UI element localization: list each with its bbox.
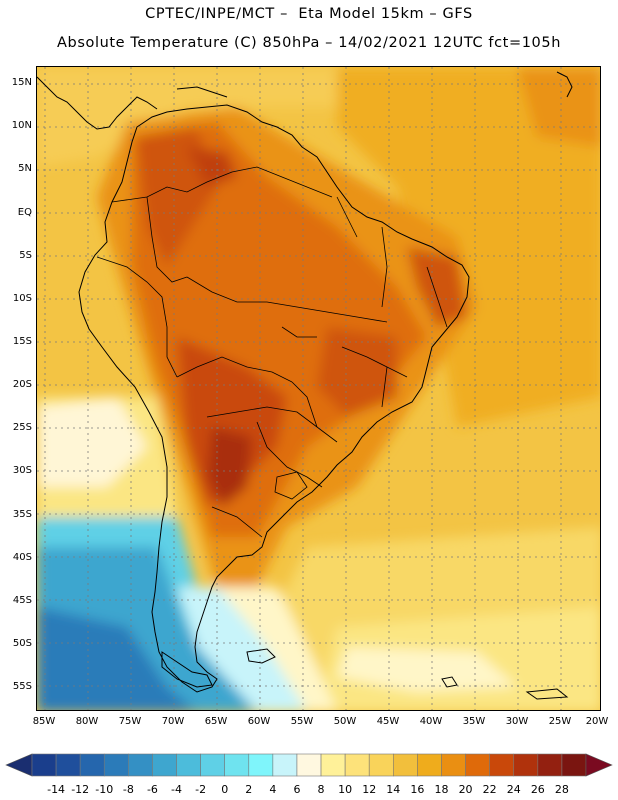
colorbar-tick-label: 6 — [293, 783, 301, 796]
colorbar-swatch — [296, 753, 322, 777]
lon-label-65w: 65W — [204, 716, 228, 727]
temperature-map — [36, 66, 601, 711]
uruguay-outline — [274, 471, 308, 500]
lat-label-eq: EQ — [17, 207, 32, 218]
colorbar-tick-label: 20 — [458, 783, 473, 796]
colorbar-swatch — [513, 753, 539, 777]
south-georgia-outline — [441, 676, 458, 688]
temperature-field — [37, 67, 600, 710]
lat-label-55s: 55S — [12, 681, 32, 692]
map-title-line1: CPTEC/INPE/MCT – Eta Model 15km – GFS — [145, 6, 473, 22]
colorbar-swatch — [489, 753, 515, 777]
lon-label-30w: 30W — [505, 716, 529, 727]
lat-label-50s: 50S — [12, 638, 32, 649]
colorbar-swatch — [344, 753, 370, 777]
south-america-coastline — [78, 104, 470, 693]
colorbar-swatch — [103, 753, 129, 777]
lat-label-40s: 40S — [12, 552, 32, 563]
lon-label-45w: 45W — [376, 716, 400, 727]
colorbar-tick-label: 18 — [434, 783, 449, 796]
colorbar-tick-label: 24 — [506, 783, 521, 796]
lon-label-75w: 75W — [118, 716, 142, 727]
colorbar-swatch — [31, 753, 57, 777]
colorbar-tick-label: -12 — [71, 783, 90, 796]
colorbar-tick-label: 2 — [245, 783, 253, 796]
colorbar-tick-label: -10 — [95, 783, 114, 796]
lat-label-15n: 15N — [11, 77, 32, 88]
colorbar-tick-label: 8 — [317, 783, 325, 796]
lon-label-70w: 70W — [161, 716, 185, 727]
south-sandwich-outline — [525, 688, 569, 700]
lon-label-25w: 25W — [548, 716, 572, 727]
map-gridlines — [37, 67, 600, 710]
colorbar-swatch — [176, 753, 201, 777]
falkland-islands-outline — [246, 648, 276, 664]
colorbar-swatch — [561, 753, 587, 777]
colorbar-swatch — [465, 753, 490, 777]
colorbar-swatch — [320, 753, 346, 777]
lat-label-15s: 15S — [12, 336, 32, 347]
lon-label-60w: 60W — [247, 716, 271, 727]
colorbar-tick-label: 28 — [554, 783, 569, 796]
colorbar-tick-label: 0 — [221, 783, 229, 796]
colorbar-tick-label: 22 — [482, 783, 497, 796]
colorbar-swatch — [393, 753, 418, 777]
lon-label-80w: 80W — [75, 716, 99, 727]
temperature-colorbar — [5, 753, 613, 777]
tierra-del-fuego-outline — [161, 651, 213, 688]
colorbar-swatch — [368, 753, 394, 777]
colorbar-tick-label: -4 — [171, 783, 182, 796]
colorbar-swatch — [128, 753, 153, 777]
colorbar-tick-label: -8 — [122, 783, 134, 796]
colorbar-swatch — [272, 753, 298, 777]
colorbar-tick-label: 26 — [530, 783, 545, 796]
colorbar-tick-label: 14 — [386, 783, 401, 796]
colorbar-swatch — [200, 753, 225, 777]
colorbar-tick-label: 10 — [338, 783, 353, 796]
lat-label-10n: 10N — [11, 120, 32, 131]
lat-label-35s: 35S — [12, 509, 32, 520]
central-america-coast — [37, 76, 158, 130]
colorbar-tick-label: -6 — [146, 783, 158, 796]
caribbean-island-outline — [176, 86, 228, 98]
colorbar-over-arrow — [585, 753, 613, 777]
colorbar-swatch — [79, 753, 105, 777]
map-svg — [37, 67, 600, 710]
lon-label-20w: 20W — [585, 716, 609, 727]
colorbar-under-arrow — [5, 753, 33, 777]
antilles-outline — [556, 71, 573, 98]
lon-label-55w: 55W — [290, 716, 314, 727]
colorbar-tick-label: -2 — [195, 783, 207, 796]
lat-label-5s: 5S — [19, 250, 32, 261]
colorbar-tick-label: 12 — [362, 783, 377, 796]
colorbar-tick-label: -14 — [47, 783, 66, 796]
colorbar-swatch — [537, 753, 563, 777]
colorbar-swatch — [55, 753, 81, 777]
colorbar-swatch — [152, 753, 177, 777]
colorbar-swatch — [417, 753, 442, 777]
lon-label-35w: 35W — [462, 716, 486, 727]
colorbar-swatch — [224, 753, 250, 777]
country-borders — [96, 166, 448, 538]
lat-label-5n: 5N — [18, 163, 32, 174]
lat-label-45s: 45S — [12, 595, 32, 606]
lat-label-10s: 10S — [12, 293, 32, 304]
colorbar-swatch — [441, 753, 466, 777]
lon-label-85w: 85W — [32, 716, 56, 727]
lat-label-20s: 20S — [12, 379, 32, 390]
lon-label-40w: 40W — [419, 716, 443, 727]
colorbar-tick-label: 16 — [410, 783, 425, 796]
lat-label-30s: 30S — [12, 465, 32, 476]
map-title-line2: Absolute Temperature (C) 850hPa – 14/02/… — [57, 35, 561, 51]
lon-label-50w: 50W — [333, 716, 357, 727]
colorbar-swatch — [248, 753, 274, 777]
colorbar-tick-label: 4 — [269, 783, 277, 796]
lat-label-25s: 25S — [12, 422, 32, 433]
